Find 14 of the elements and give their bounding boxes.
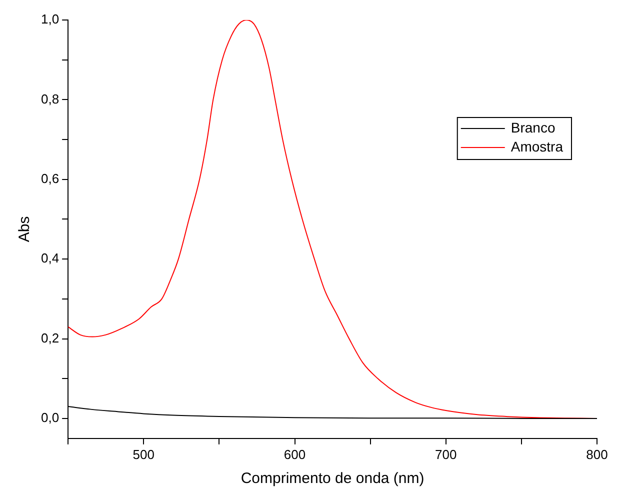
y-tick-label: 0,8 — [40, 91, 60, 106]
y-tick-label: 0,0 — [40, 410, 60, 426]
x-tick-label: 700 — [435, 446, 457, 462]
legend-label: Amostra — [510, 138, 564, 154]
y-tick-label: 0,2 — [40, 330, 60, 346]
y-axis-title: Abs — [16, 216, 34, 242]
x-tick-label: 800 — [586, 446, 608, 462]
legend-label: Branco — [510, 119, 556, 136]
x-tick-label: 600 — [284, 446, 306, 462]
y-tick-label: 0,6 — [40, 170, 60, 186]
x-axis-title: Comprimento de onda (nm) — [240, 470, 424, 488]
y-tick-label: 1,0 — [40, 12, 60, 27]
x-tick-label: 500 — [132, 446, 154, 462]
y-tick-label: 0,4 — [40, 250, 60, 266]
